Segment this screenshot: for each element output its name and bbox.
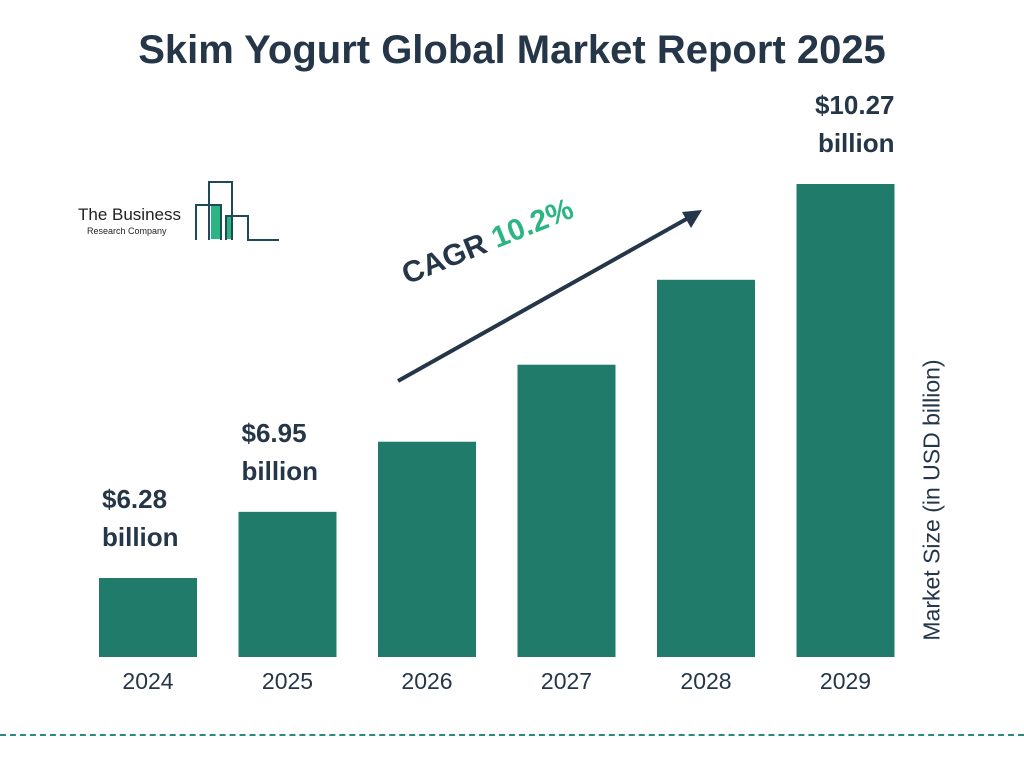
cagr-arrow-head-icon (682, 210, 702, 228)
company-logo: The Business Research Company (78, 180, 283, 244)
bar-2029 (796, 184, 895, 657)
x-tick-label: 2024 (122, 668, 173, 694)
data-label: $10.27 billion (814, 90, 895, 158)
x-tick-label: 2029 (820, 668, 871, 694)
bar-2027 (517, 364, 616, 657)
logo-line2: Research Company (87, 226, 167, 236)
bar-2024 (99, 578, 197, 657)
data-label: $6.95 billion (241, 417, 319, 486)
chart-title: Skim Yogurt Global Market Report 2025 (138, 28, 886, 72)
y-axis-label: Market Size (in USD billion) (918, 359, 945, 641)
x-tick-label: 2026 (401, 668, 452, 694)
footer-divider (0, 734, 1024, 736)
cagr-arrow-line (397, 215, 691, 383)
bar-2026 (378, 441, 476, 657)
data-label: $6.28 billion (102, 484, 179, 552)
x-tick-label: 2027 (541, 668, 592, 694)
bar-2028 (657, 279, 755, 657)
x-tick-label: 2025 (262, 668, 313, 694)
bar-2025 (238, 511, 337, 657)
x-tick-label: 2028 (680, 668, 731, 694)
logo-line1: The Business (78, 205, 181, 224)
logo-buildings-icon (195, 181, 279, 241)
